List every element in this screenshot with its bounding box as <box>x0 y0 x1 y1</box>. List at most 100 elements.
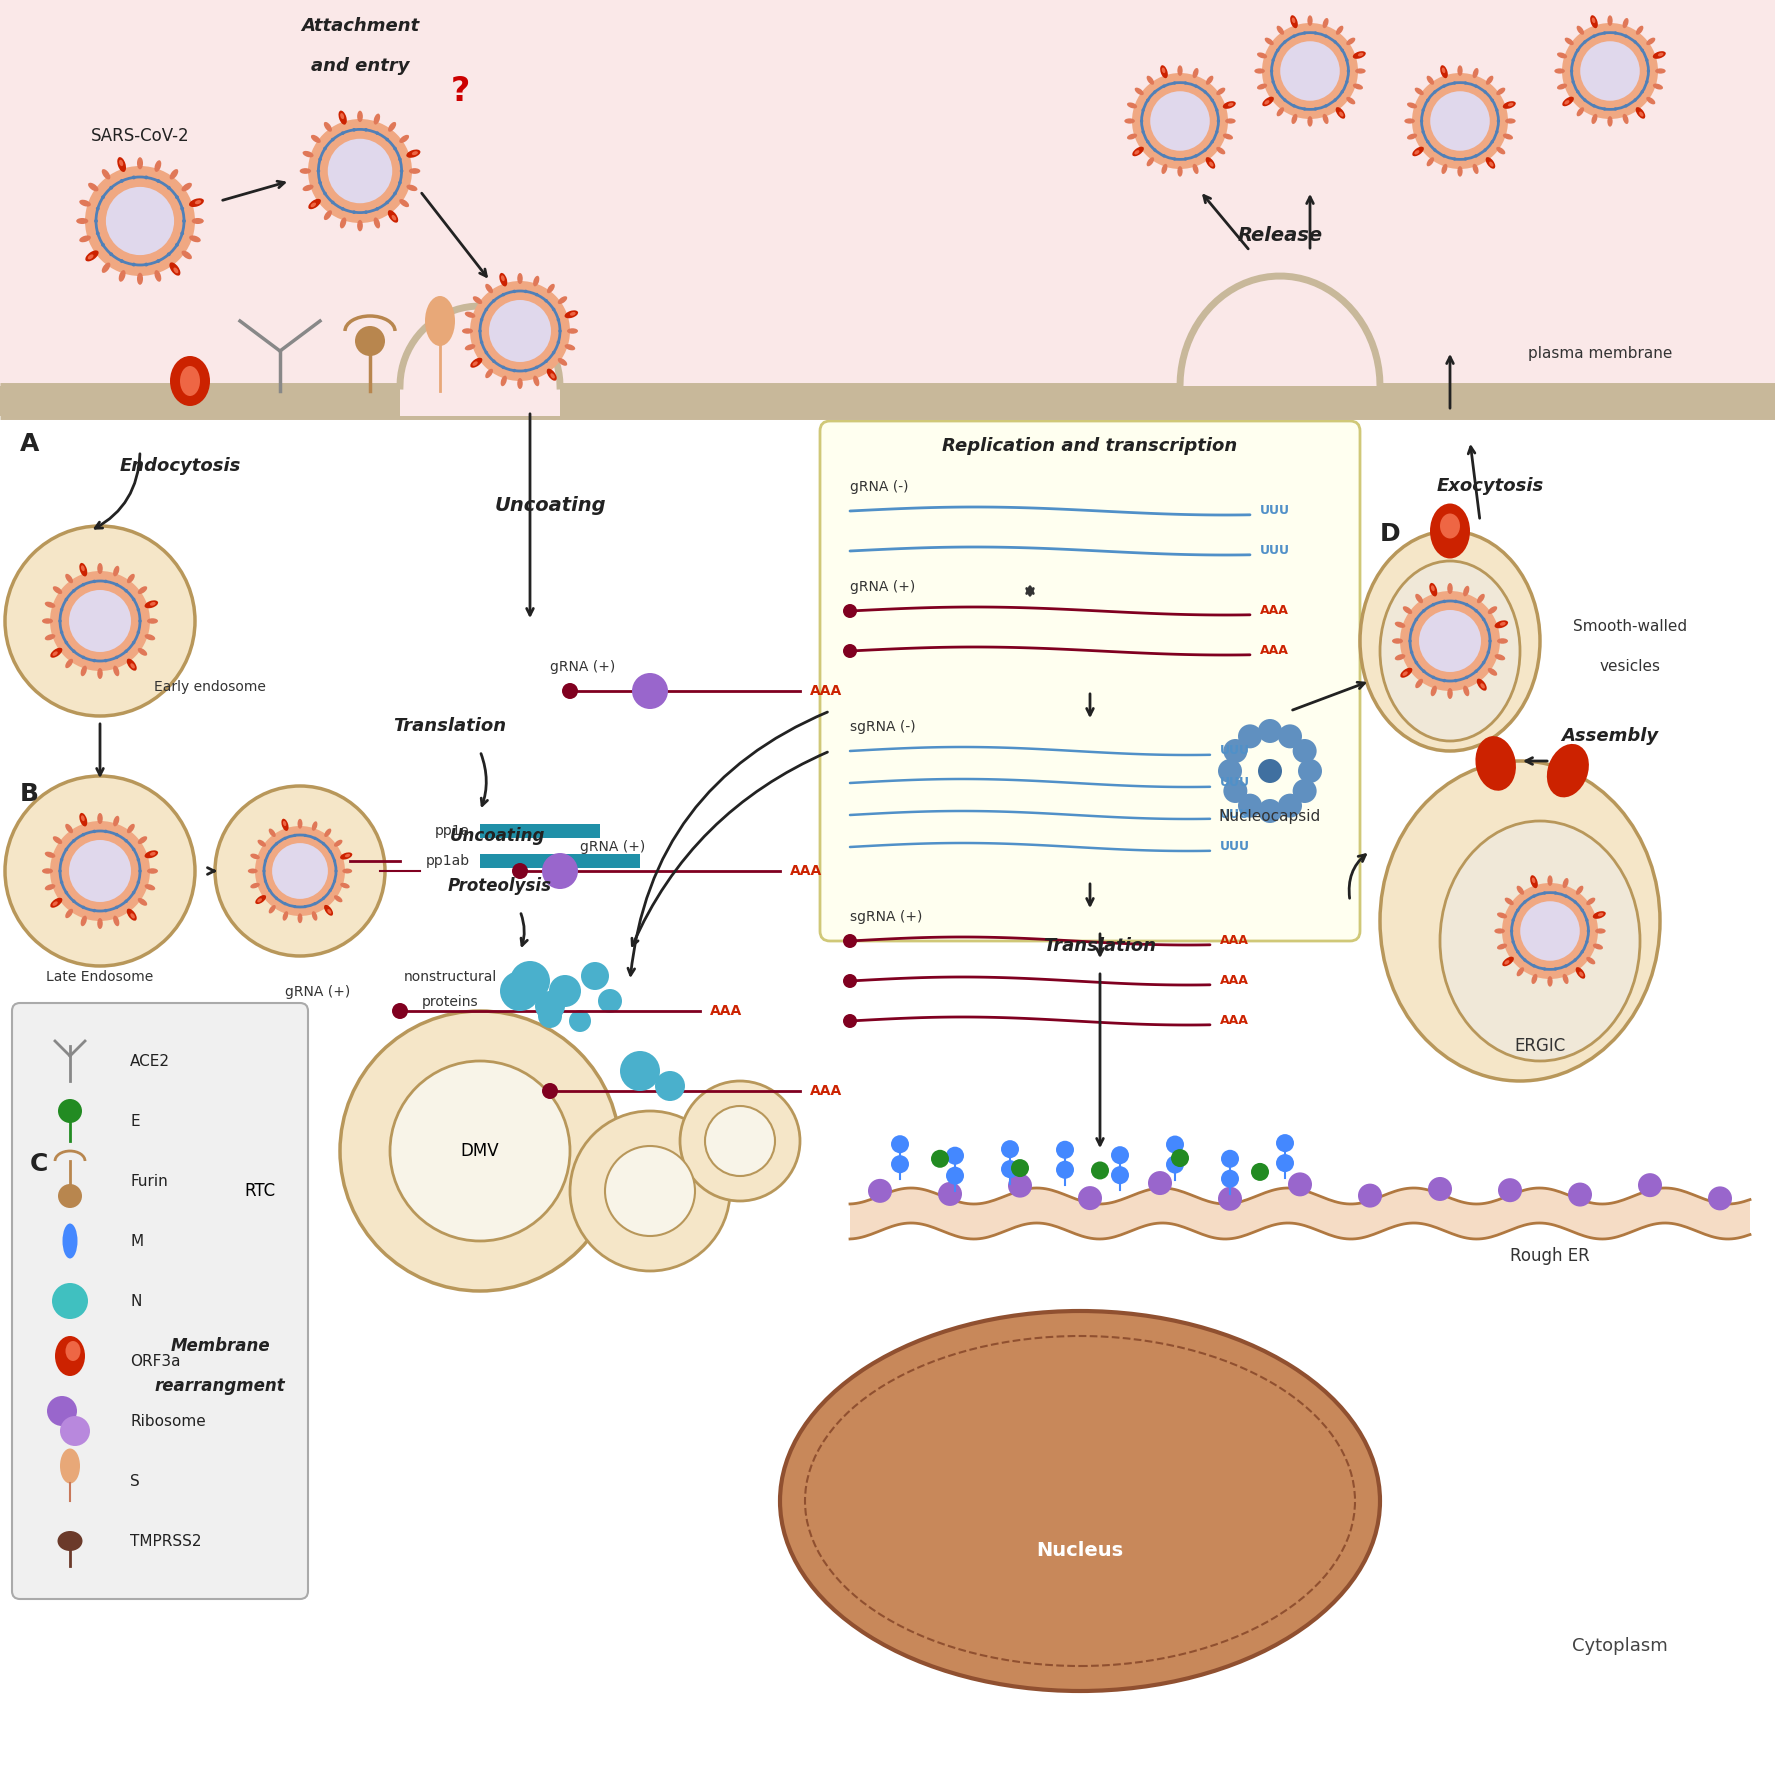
Circle shape <box>513 290 517 294</box>
Ellipse shape <box>1505 960 1509 965</box>
Ellipse shape <box>302 151 314 158</box>
Circle shape <box>868 1179 893 1203</box>
Ellipse shape <box>392 214 396 220</box>
Text: TMPRSS2: TMPRSS2 <box>130 1534 202 1548</box>
FancyBboxPatch shape <box>820 421 1360 940</box>
Circle shape <box>632 673 667 708</box>
Ellipse shape <box>101 168 110 179</box>
Ellipse shape <box>1532 878 1535 884</box>
Circle shape <box>92 909 96 912</box>
Ellipse shape <box>1205 158 1214 166</box>
Ellipse shape <box>1429 583 1438 597</box>
Ellipse shape <box>1562 97 1574 106</box>
Circle shape <box>334 880 335 882</box>
Ellipse shape <box>1262 97 1274 106</box>
Ellipse shape <box>179 1194 220 1249</box>
Circle shape <box>119 259 124 262</box>
Ellipse shape <box>282 910 288 921</box>
Circle shape <box>92 829 96 832</box>
Ellipse shape <box>1292 18 1296 23</box>
Ellipse shape <box>98 917 103 930</box>
Ellipse shape <box>1596 928 1606 933</box>
Ellipse shape <box>57 1530 82 1551</box>
Circle shape <box>105 659 108 662</box>
Text: AAA: AAA <box>710 1004 742 1018</box>
Ellipse shape <box>181 182 192 191</box>
Circle shape <box>1237 793 1262 818</box>
Ellipse shape <box>1292 18 1298 28</box>
Ellipse shape <box>1447 583 1452 593</box>
Ellipse shape <box>44 884 55 891</box>
Circle shape <box>485 351 488 354</box>
Ellipse shape <box>1576 886 1583 894</box>
Ellipse shape <box>357 110 362 122</box>
Text: AAA: AAA <box>809 684 843 698</box>
Circle shape <box>1415 618 1418 622</box>
Ellipse shape <box>1576 967 1583 976</box>
Circle shape <box>1218 760 1242 783</box>
Circle shape <box>1258 799 1282 824</box>
Ellipse shape <box>779 1311 1379 1691</box>
Ellipse shape <box>1505 956 1514 965</box>
Ellipse shape <box>1495 928 1505 933</box>
Ellipse shape <box>50 648 62 657</box>
Circle shape <box>115 832 119 836</box>
Ellipse shape <box>1645 97 1656 104</box>
Ellipse shape <box>1392 638 1402 643</box>
Circle shape <box>1163 85 1166 89</box>
Ellipse shape <box>1408 133 1416 140</box>
Circle shape <box>843 645 857 659</box>
Circle shape <box>843 604 857 618</box>
Ellipse shape <box>140 1164 179 1218</box>
Circle shape <box>181 232 185 236</box>
Ellipse shape <box>53 586 62 593</box>
Ellipse shape <box>1161 67 1168 78</box>
Text: AAA: AAA <box>1219 974 1250 988</box>
Circle shape <box>1429 1178 1452 1201</box>
Ellipse shape <box>1223 103 1234 108</box>
Circle shape <box>293 905 296 909</box>
Circle shape <box>1454 81 1456 85</box>
Circle shape <box>284 836 286 839</box>
Circle shape <box>115 905 119 909</box>
Circle shape <box>1251 1164 1269 1181</box>
Ellipse shape <box>339 113 346 124</box>
Circle shape <box>1425 99 1429 103</box>
Text: N: N <box>130 1293 142 1309</box>
Ellipse shape <box>1654 69 1665 74</box>
Circle shape <box>843 933 857 947</box>
Ellipse shape <box>550 374 556 379</box>
Ellipse shape <box>1441 67 1447 78</box>
Circle shape <box>488 299 550 361</box>
Ellipse shape <box>564 344 575 351</box>
Circle shape <box>105 829 108 832</box>
Circle shape <box>513 368 517 372</box>
Circle shape <box>1141 129 1145 133</box>
Ellipse shape <box>547 368 557 381</box>
Circle shape <box>69 590 131 652</box>
Circle shape <box>138 620 142 623</box>
Ellipse shape <box>373 218 380 228</box>
Circle shape <box>1475 669 1479 673</box>
Ellipse shape <box>1463 685 1470 696</box>
Text: ERGIC: ERGIC <box>1514 1038 1566 1056</box>
Ellipse shape <box>344 854 350 857</box>
Circle shape <box>1012 1158 1030 1178</box>
Ellipse shape <box>547 283 556 294</box>
Ellipse shape <box>462 328 472 333</box>
Ellipse shape <box>282 822 286 825</box>
Circle shape <box>82 832 85 836</box>
Circle shape <box>167 186 170 189</box>
Circle shape <box>60 880 64 884</box>
Circle shape <box>124 650 128 653</box>
Circle shape <box>51 1282 89 1319</box>
Circle shape <box>545 360 548 363</box>
Circle shape <box>124 590 128 593</box>
Ellipse shape <box>179 367 201 397</box>
Circle shape <box>1569 69 1573 73</box>
Circle shape <box>59 870 62 873</box>
Ellipse shape <box>87 255 94 259</box>
Circle shape <box>1482 618 1486 622</box>
Ellipse shape <box>564 312 575 319</box>
Circle shape <box>131 597 135 600</box>
